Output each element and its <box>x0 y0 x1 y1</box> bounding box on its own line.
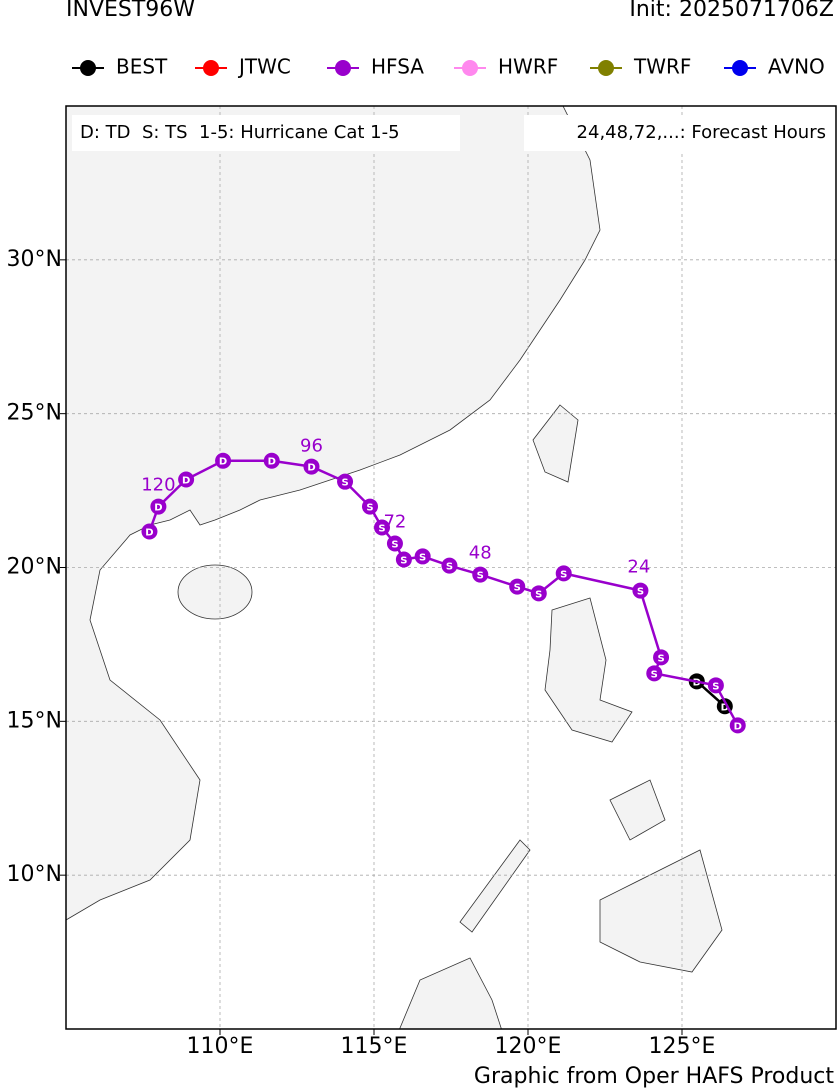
legend-marker <box>598 60 614 76</box>
track-line <box>148 459 739 726</box>
info-left: D: TD S: TS 1-5: Hurricane Cat 1-5 <box>80 122 400 143</box>
track-point <box>141 523 158 540</box>
track-point <box>646 665 663 682</box>
info-box <box>524 115 830 151</box>
intensity-label: S <box>391 540 398 551</box>
info-box <box>72 115 460 151</box>
intensity-label: D <box>145 528 153 539</box>
intensity-label: S <box>637 587 644 598</box>
footer: Graphic from Oper HAFS Product <box>474 1064 834 1089</box>
legend-label: HWRF <box>498 55 558 79</box>
track-point <box>729 717 746 734</box>
track-point <box>215 452 232 469</box>
intensity-label: S <box>712 681 719 692</box>
forecast-hour-label: 96 <box>300 436 323 457</box>
y-tick-label: 20°N <box>7 555 62 580</box>
y-tick-label: 10°N <box>7 862 62 887</box>
intensity-label: S <box>514 583 521 594</box>
track-point <box>178 471 195 488</box>
intensity-label: S <box>366 503 373 514</box>
intensity-label: D <box>182 476 190 487</box>
x-tick-label: 125°E <box>649 1034 716 1059</box>
track-point <box>386 535 403 552</box>
title: INVEST96W <box>66 0 195 22</box>
legend-marker <box>203 60 219 76</box>
x-tick-label: 110°E <box>187 1034 254 1059</box>
track-point <box>263 452 280 469</box>
x-tick-label: 120°E <box>495 1034 562 1059</box>
x-tick-label: 115°E <box>341 1034 408 1059</box>
legend-marker <box>462 60 478 76</box>
track-point <box>653 649 670 666</box>
legend-marker <box>335 60 351 76</box>
track-point <box>150 498 167 515</box>
track-point <box>441 557 458 574</box>
intensity-label: S <box>378 524 385 535</box>
intensity-label: S <box>400 556 407 567</box>
track-point <box>555 565 572 582</box>
forecast-hour-label: 48 <box>469 543 492 564</box>
track-point <box>509 578 526 595</box>
track-point <box>361 498 378 515</box>
intensity-label: D <box>268 457 276 468</box>
intensity-label: S <box>341 478 348 489</box>
track-point <box>472 566 489 583</box>
intensity-label: D <box>154 503 162 514</box>
intensity-label: S <box>535 589 542 600</box>
intensity-label: D <box>721 702 729 713</box>
legend-marker <box>80 60 96 76</box>
track-point <box>530 585 547 602</box>
track-point <box>374 519 391 536</box>
init-time: Init: 2025071706Z <box>629 0 834 22</box>
intensity-label: S <box>446 562 453 573</box>
forecast-hour-label: 120 <box>141 475 175 496</box>
intensity-label: D <box>734 721 742 732</box>
legend-label: HFSA <box>371 55 424 79</box>
track-point <box>337 473 354 490</box>
intensity-label: S <box>651 669 658 680</box>
intensity-label: D <box>219 457 227 468</box>
intensity-label: D <box>307 463 315 474</box>
track-point <box>414 548 431 565</box>
y-tick-label: 15°N <box>7 708 62 733</box>
y-tick-label: 30°N <box>7 247 62 272</box>
track-point <box>303 458 320 475</box>
intensity-label: S <box>657 653 664 664</box>
forecast-hour-label: 24 <box>627 557 650 578</box>
intensity-label: S <box>477 571 484 582</box>
legend-label: JTWC <box>237 55 291 79</box>
legend-marker <box>732 60 748 76</box>
legend-label: TWRF <box>633 55 691 79</box>
legend-label: BEST <box>116 55 168 79</box>
track-point <box>632 582 649 599</box>
legend-label: AVNO <box>768 55 825 79</box>
track-point <box>707 677 724 694</box>
land <box>66 106 723 1029</box>
forecast-hour-label: 72 <box>383 512 406 533</box>
track-point <box>395 551 412 568</box>
intensity-label: S <box>419 552 426 563</box>
y-tick-label: 25°N <box>7 401 62 426</box>
info-right: 24,48,72,...: Forecast Hours <box>577 122 826 143</box>
intensity-label: S <box>560 569 567 580</box>
